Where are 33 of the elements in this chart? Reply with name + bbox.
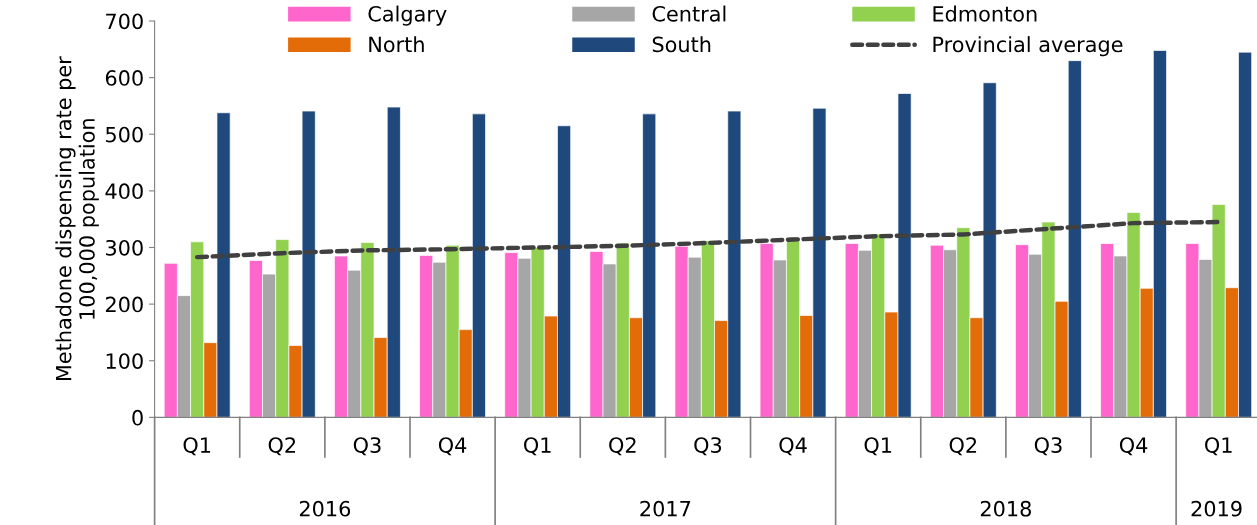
y-tick-label: 300: [106, 239, 143, 256]
y-axis-title: Methadone dispensing rate per 100,000 population: [55, 56, 99, 381]
y-tick-label: 500: [106, 126, 143, 143]
x-tick-label: Q3: [1034, 437, 1062, 456]
y-tick-label: 0: [132, 409, 143, 426]
text: 2019: [1191, 500, 1242, 517]
x-tick-label: Q2: [609, 437, 636, 456]
text: 2016: [299, 500, 351, 517]
y-tick-label: 100: [106, 353, 143, 369]
text: 2018: [980, 500, 1031, 517]
y-tick-label: 600: [105, 70, 143, 86]
x-tick-label: Q1: [864, 437, 892, 456]
x-tick-label: Q1: [524, 437, 551, 456]
legend-label: Central: [652, 5, 726, 22]
text: 2017: [640, 500, 691, 517]
legend-label: Edmonton: [933, 5, 1037, 22]
y-tick-label: 400: [105, 183, 143, 200]
x-tick-label: Q4: [438, 437, 467, 456]
x-tick-label: Q2: [949, 437, 977, 456]
x-tick-label: Q3: [694, 437, 722, 456]
line-series: [194, 219, 1221, 260]
legend-label: South: [652, 36, 711, 53]
x-tick-label: Q2: [268, 437, 296, 456]
x-tick-label: Q3: [353, 437, 381, 456]
x-tick-label: Q4: [779, 437, 807, 456]
legend-label: Provincial average: [933, 36, 1123, 57]
legend-label: Calgary: [368, 5, 447, 26]
legend-label: North: [369, 36, 424, 53]
x-tick-label: Q1: [183, 437, 211, 456]
y-tick-label: 200: [105, 296, 143, 313]
x-tick-label: Q1: [1205, 437, 1232, 456]
y-tick-label: 700: [106, 13, 143, 30]
x-tick-label: Q4: [1119, 437, 1148, 456]
